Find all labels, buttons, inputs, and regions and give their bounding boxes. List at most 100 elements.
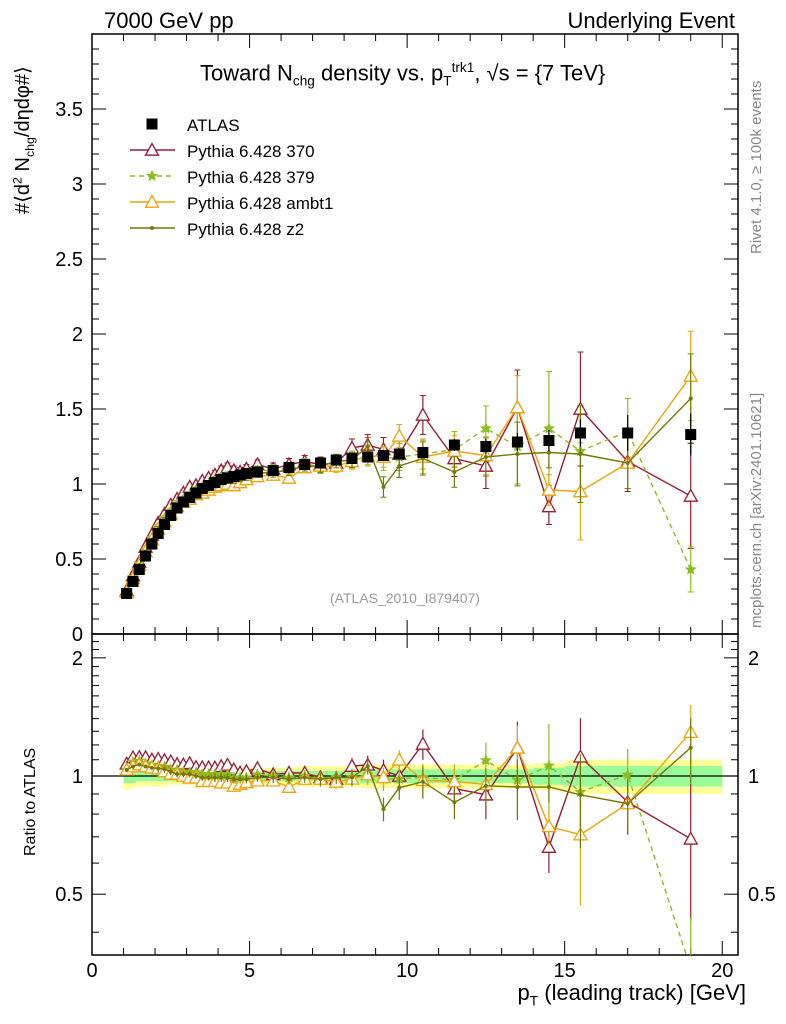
- y-axis-label: #⟨d2 Nchg/dηdφ#⟩: [10, 66, 37, 214]
- series-ambt1-ratio-point: [541, 818, 557, 833]
- ratio-y-axis-label: Ratio to ATLAS: [22, 747, 39, 856]
- series-ambt1-ratio-point: [375, 769, 392, 784]
- series-z2-ratio-point: [625, 801, 630, 806]
- series-z2-point: [381, 485, 386, 489]
- x-tick-label: 15: [554, 960, 576, 982]
- series-379-ratio-point: [542, 759, 556, 771]
- series-z2-ratio: [124, 718, 693, 849]
- y-tick-label: 2.5: [55, 249, 83, 271]
- y-tick-label: 1.5: [55, 399, 83, 421]
- series-z2-ratio-point: [175, 771, 180, 776]
- series-z2-ratio-point: [238, 777, 243, 782]
- series-z2-ratio-point: [143, 764, 148, 769]
- series-z2-point: [625, 461, 630, 465]
- ratio-y-tick-label-right: 0.5: [748, 884, 776, 906]
- series-370-ratio-point: [541, 839, 557, 853]
- series-ambt1-point: [391, 428, 407, 442]
- series-z2-ratio-point: [130, 764, 135, 769]
- ratio-y-tick-label: 0.5: [55, 884, 83, 906]
- series-ambt1-ratio-point: [446, 773, 462, 788]
- series-z2-ratio-point: [162, 767, 167, 772]
- series-z2-point: [578, 452, 583, 456]
- legend-label: Pythia 6.428 z2: [187, 220, 304, 239]
- legend-label-atlas: ATLAS: [187, 116, 240, 135]
- series-370-ratio-point: [415, 736, 431, 750]
- series-z2-ratio-point: [149, 765, 154, 770]
- x-tick-label: 0: [86, 960, 97, 982]
- series-z2-ratio-point: [397, 785, 402, 790]
- series-z2-ratio-point: [302, 775, 307, 780]
- legend-marker: [145, 169, 159, 182]
- atlas-point: [234, 469, 246, 481]
- ratio-panel: 0 5 10 15 20 0.5 0.5 1 1 2 2: [55, 633, 776, 982]
- atlas-point: [203, 480, 215, 491]
- atlas-point: [190, 487, 202, 499]
- atlas-point: [133, 564, 145, 575]
- series-z2-point: [365, 444, 370, 449]
- ratio-y-tick-label: 1: [72, 766, 83, 788]
- series-z2-ratio-point: [334, 775, 339, 780]
- y-tick-label: 3.5: [55, 99, 83, 121]
- series-ambt1-ratio-point: [509, 739, 526, 754]
- x-tick-label: 5: [244, 960, 255, 982]
- atlas-point: [171, 502, 183, 514]
- legend-marker-atlas: [146, 118, 158, 130]
- series-ambt1-point: [541, 482, 557, 496]
- legend: ATLAS Pythia 6.428 370 Pythia 6.428 379 Pyt…: [130, 116, 333, 239]
- legend-marker: [144, 194, 160, 208]
- series-ambt1-ratio-point: [391, 751, 407, 766]
- series-z2-point: [688, 396, 693, 401]
- atlas-point: [222, 472, 234, 484]
- atlas-point: [299, 459, 311, 470]
- atlas-point: [196, 483, 208, 494]
- series-379-point: [684, 563, 697, 575]
- series-z2-ratio-point: [181, 772, 186, 777]
- atlas-point: [228, 471, 240, 482]
- ratio-frame: [91, 633, 739, 956]
- series-z2-ratio-point: [193, 774, 198, 779]
- series-379-line: [126, 427, 692, 593]
- atlas-point: [177, 496, 189, 508]
- y-tick-label: 2: [72, 324, 83, 346]
- chart-title: Toward Nchg density vs. pTtrk1, √s = {7 …: [200, 60, 606, 89]
- series-ambt1-point: [281, 470, 297, 484]
- atlas-point: [251, 466, 263, 478]
- series-z2-ratio-point: [381, 807, 386, 812]
- legend-label: Pythia 6.428 379: [187, 168, 315, 187]
- atlas-point: [121, 588, 133, 599]
- series-z2-ratio-point: [219, 775, 224, 780]
- analysis-watermark: (ATLAS_2010_I879407): [330, 590, 480, 606]
- series-379-ratio-point: [479, 754, 492, 766]
- series-ambt1-main: [119, 330, 699, 598]
- atlas-point: [448, 439, 460, 451]
- atlas-point: [165, 510, 177, 521]
- y-tick-label: 0.5: [55, 549, 83, 571]
- y-tick-label: 1: [72, 474, 83, 496]
- series-z2-ratio-point: [212, 775, 217, 780]
- atlas-point: [314, 457, 326, 469]
- atlas-point: [377, 450, 389, 461]
- header-analysis: Underlying Event: [567, 8, 735, 33]
- atlas-point: [511, 436, 523, 448]
- x-tick-label: 10: [396, 960, 418, 982]
- series-z2-point: [452, 470, 457, 474]
- legend-marker: [150, 226, 154, 230]
- series-atlas: [121, 413, 697, 599]
- atlas-point: [543, 435, 555, 446]
- atlas-point: [480, 441, 492, 452]
- series-z2-ratio-point: [452, 800, 457, 805]
- series-z2-ratio-point: [546, 784, 551, 789]
- ratio-y-tick-label-right: 2: [748, 648, 759, 670]
- series-z2-ratio-point: [365, 764, 370, 769]
- atlas-point: [240, 468, 252, 479]
- series-z2-point: [515, 452, 520, 456]
- series-ambt1-point: [509, 399, 526, 414]
- series-z2-ratio-point: [420, 779, 425, 784]
- series-z2-ratio-point: [688, 745, 693, 750]
- series-z2-ratio-point: [349, 775, 354, 780]
- mcplots-label: mcplots.cern.ch [arXiv:2401.10621]: [748, 392, 765, 628]
- x-tick-label: 20: [711, 960, 733, 982]
- atlas-point: [146, 538, 158, 550]
- atlas-point: [574, 427, 586, 439]
